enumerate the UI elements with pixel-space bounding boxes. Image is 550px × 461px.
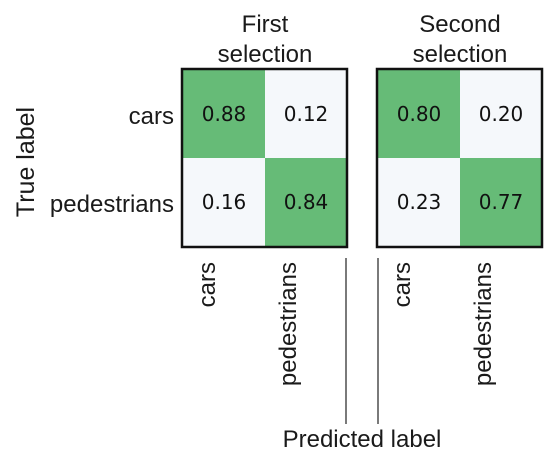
cell-m2-r1-c2: [460, 70, 542, 158]
cell-m1-r2-c1: [183, 158, 265, 246]
matrix-2-border: [375, 67, 544, 249]
cell-m2-r2-c1: [378, 158, 460, 246]
matrix-1-title-line-2: selection: [218, 41, 313, 68]
cell-m1-r2-c2: [265, 158, 347, 246]
value-m1-r2-c2: 0.84: [284, 190, 329, 214]
y-axis-label: True label: [12, 107, 40, 217]
value-m2-r2-c2: 0.77: [479, 190, 524, 214]
matrix-2-title-line-1: Second: [419, 11, 500, 38]
cell-m2-r2-c2: [460, 158, 542, 246]
matrix-2-title-line-2: selection: [413, 41, 508, 68]
value-m1-r1-c2: 0.12: [284, 102, 329, 126]
value-m1-r2-c1: 0.16: [202, 190, 247, 214]
row-label-pedestrians: pedestrians: [50, 191, 174, 218]
cell-m2-r1-c1: [378, 70, 460, 158]
matrix-1-title-line-1: First: [242, 11, 289, 38]
value-m2-r2-c1: 0.23: [397, 190, 442, 214]
col-label-m1-pedestrians: pedestrians: [275, 262, 302, 386]
matrix-1-border: [180, 67, 349, 249]
cell-m1-r1-c2: [265, 70, 347, 158]
x-axis-label: Predicted label: [283, 426, 442, 453]
heatmap-cells: [183, 70, 542, 246]
row-label-cars: cars: [129, 103, 174, 130]
value-m2-r1-c1: 0.80: [397, 102, 442, 126]
col-label-m2-pedestrians: pedestrians: [470, 262, 497, 386]
col-label-m1-cars: cars: [194, 262, 221, 307]
heatmap-values: 0.88 0.12 0.16 0.84 0.80 0.20 0.23 0.77: [202, 102, 524, 214]
col-label-m2-cars: cars: [389, 262, 416, 307]
value-m1-r1-c1: 0.88: [202, 102, 247, 126]
value-m2-r1-c2: 0.20: [479, 102, 524, 126]
cell-m1-r1-c1: [183, 70, 265, 158]
